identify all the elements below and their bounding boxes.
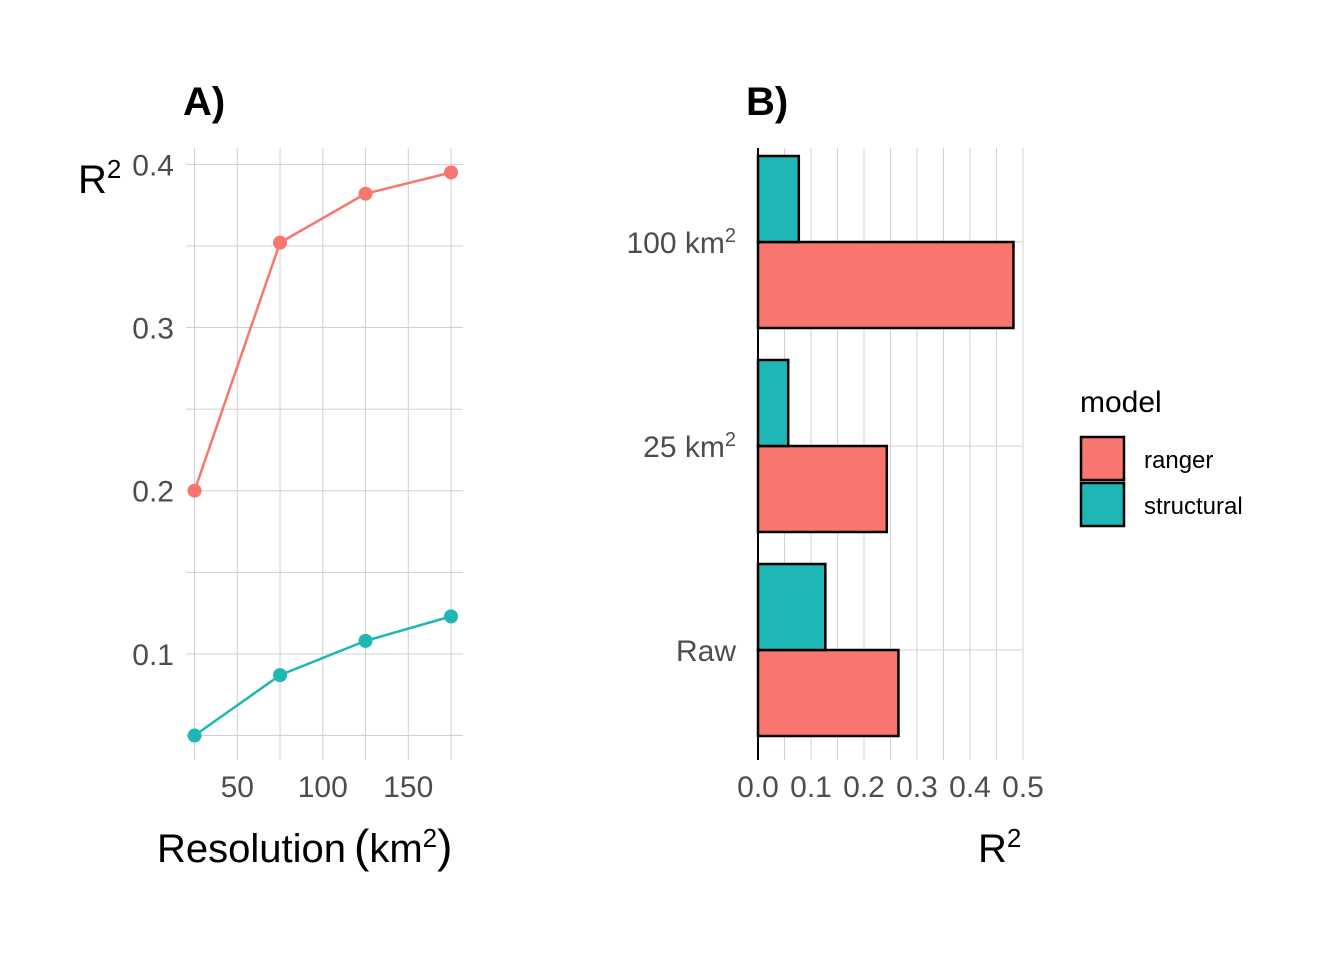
panel-a-point-ranger [273, 235, 288, 250]
panel-b-y-tick-label: 100 km2 [626, 225, 736, 260]
legend: model ranger structural [1079, 386, 1243, 528]
panel-a-x-axis-title: Resolution (km2) [157, 820, 452, 872]
panel-a-point-structural [444, 609, 459, 624]
bar-structural [756, 562, 827, 652]
panel-a-x-axis-close-paren: ) [437, 820, 452, 872]
panel-b-y-tick-label-base: 25 km [643, 431, 725, 464]
panel-b-tag: B) [746, 80, 788, 124]
legend-label-ranger: ranger [1144, 447, 1213, 474]
panel-a-x-axis-title-text: Resolution [157, 827, 346, 871]
panel-a-tag: A) [183, 80, 225, 124]
panel-b-x-tick-label: 0.5 [1002, 771, 1044, 804]
legend-items: ranger structural [1079, 435, 1243, 528]
panel-b-x-tick-label: 0.2 [843, 771, 885, 804]
panel-b-x-tick-label: 0.4 [949, 771, 991, 804]
panel-a-x-axis-unit: km [369, 827, 422, 871]
panel-a: A) 0.10.20.30.4 50 100 150 R2 Resolution (k… [78, 80, 463, 872]
panel-b-x-axis-title-base: R [978, 827, 1007, 871]
legend-key-ranger [1079, 435, 1126, 482]
panel-a-x-tick-label: 50 [221, 771, 254, 804]
panel-a-x-ticks: 50 100 150 [221, 771, 434, 804]
panel-a-y-axis-title: R2 [78, 154, 121, 202]
panel-a-point-ranger [187, 483, 202, 498]
panel-b-x-ticks: 0.0 0.1 0.2 0.3 0.4 0.5 [737, 771, 1044, 804]
panel-a-y-tick-label: 0.2 [132, 476, 174, 509]
panel-a-y-tick-label: 0.4 [132, 149, 174, 182]
panel-a-y-ticks: 0.1 0.2 0.3 0.4 [132, 149, 174, 672]
panel-b-x-axis-title-sup: 2 [1007, 823, 1021, 853]
panel-b-y-tick-label-sup: 2 [725, 429, 736, 451]
panel-b-bars [756, 154, 1015, 738]
panel-b-y-tick-label: 25 km2 [643, 429, 736, 464]
panel-a-series [187, 165, 459, 743]
panel-b-y-tick-label: Raw [676, 635, 736, 668]
bar-ranger [756, 648, 900, 738]
panel-a-x-axis-open-paren: ( [354, 820, 370, 872]
panel-b-x-tick-label: 0.0 [737, 771, 779, 804]
panel-a-point-structural [187, 728, 202, 743]
panel-b-y-tick-label-sup: 2 [725, 225, 736, 247]
bar-ranger [756, 240, 1015, 330]
panel-a-x-axis-unit-sup: 2 [423, 823, 437, 853]
panel-a-y-tick-label: 0.3 [132, 313, 174, 346]
panel-a-x-tick-label: 100 [298, 771, 348, 804]
panel-a-series-line-structural [193, 615, 452, 737]
legend-label-structural: structural [1144, 493, 1243, 520]
legend-title: model [1080, 386, 1162, 419]
panel-b-y-tick-label-base: 100 km [626, 227, 724, 260]
legend-key-structural [1079, 481, 1126, 528]
panel-a-series-line-ranger [193, 171, 452, 492]
panel-a-y-axis-title-base: R [78, 158, 107, 202]
bar-ranger [756, 444, 889, 534]
panel-b-x-tick-label: 0.1 [790, 771, 832, 804]
panel-b-x-axis-title: R2 [978, 823, 1021, 871]
bar-structural [756, 358, 790, 448]
panel-b-y-tick-label-base: Raw [676, 635, 736, 668]
bar-structural [756, 154, 801, 244]
panel-a-point-structural [358, 633, 373, 648]
panel-a-point-ranger [358, 186, 373, 201]
panel-a-point-ranger [444, 165, 459, 180]
panel-a-x-tick-label: 150 [383, 771, 433, 804]
panel-a-point-structural [273, 668, 288, 683]
panel-b-x-tick-label: 0.3 [896, 771, 938, 804]
panel-a-y-axis-title-sup: 2 [107, 154, 121, 184]
panel-a-grid [186, 148, 463, 760]
panel-a-y-tick-label: 0.1 [132, 639, 174, 672]
